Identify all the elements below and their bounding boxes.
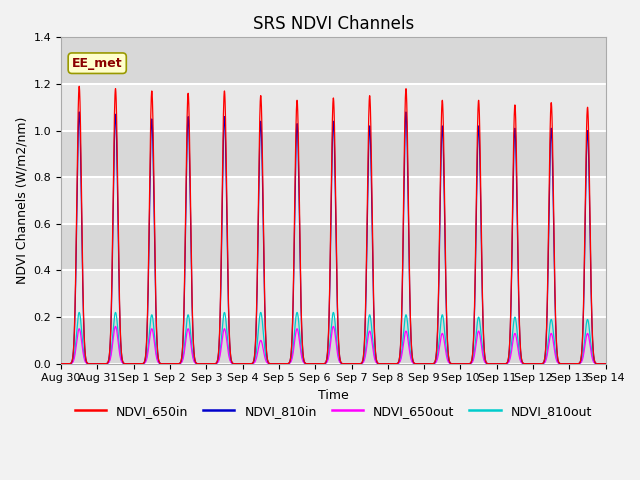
Bar [61, 270, 605, 317]
Title: SRS NDVI Channels: SRS NDVI Channels [253, 15, 414, 33]
Bar [61, 84, 605, 131]
Legend: NDVI_650in, NDVI_810in, NDVI_650out, NDVI_810out: NDVI_650in, NDVI_810in, NDVI_650out, NDV… [70, 400, 597, 423]
X-axis label: Time: Time [318, 389, 349, 402]
Bar [61, 131, 605, 177]
Bar [61, 317, 605, 364]
Bar [61, 37, 605, 84]
Y-axis label: NDVI Channels (W/m2/nm): NDVI Channels (W/m2/nm) [15, 117, 28, 284]
Bar [61, 177, 605, 224]
Bar [61, 224, 605, 270]
Text: EE_met: EE_met [72, 57, 122, 70]
